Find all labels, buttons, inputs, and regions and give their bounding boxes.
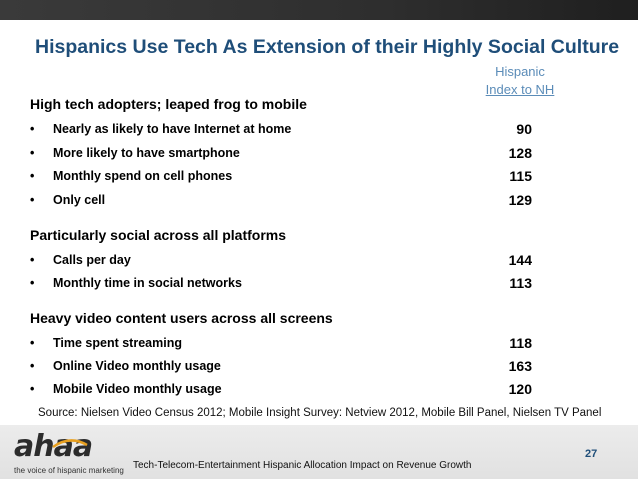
list-item: • Monthly spend on cell phones 115 [30,168,570,189]
bullet: • [30,193,35,207]
item-value: 128 [508,145,532,161]
list-item: • Monthly time in social networks 113 [30,275,570,296]
logo-tagline: the voice of hispanic marketing [14,466,124,475]
page-number: 27 [585,448,598,460]
item-value: 90 [516,121,532,137]
item-value: 120 [508,381,532,397]
list-item: • Calls per day 144 [30,252,570,273]
bullet: • [30,336,35,350]
bullet: • [30,359,35,373]
item-label: Calls per day [53,253,131,267]
item-label: Monthly time in social networks [53,276,242,290]
source-note: Source: Nielsen Video Census 2012; Mobil… [38,407,602,419]
bullet: • [30,146,35,160]
item-label: Monthly spend on cell phones [53,169,233,183]
section-heading: High tech adopters; leaped frog to mobil… [30,96,307,112]
item-label: Mobile Video monthly usage [53,382,222,396]
column-header: Hispanic Index to NH [470,63,570,99]
ahaa-logo: ahaa the voice of hispanic marketing [14,429,124,475]
item-value: 118 [509,335,532,351]
bullet: • [30,253,35,267]
list-item: • More likely to have smartphone 128 [30,145,570,166]
slide-title: Hispanics Use Tech As Extension of their… [35,36,620,58]
item-value: 115 [509,168,532,184]
list-item: • Online Video monthly usage 163 [30,358,570,379]
section-heading: Particularly social across all platforms [30,227,287,243]
item-value: 144 [508,252,532,268]
logo-swoosh-icon [52,439,88,449]
column-header-line1: Hispanic [495,64,545,79]
list-item: • Only cell 129 [30,192,570,213]
bullet: • [30,276,35,290]
item-value: 113 [509,275,532,291]
item-value: 163 [508,358,532,374]
bullet: • [30,122,35,136]
section-heading: Heavy video content users across all scr… [30,310,333,326]
top-bar [0,0,638,20]
footer-bar: ahaa the voice of hispanic marketing Tec… [0,425,638,479]
column-header-line2: Index to NH [485,82,555,97]
list-item: • Nearly as likely to have Internet at h… [30,121,570,142]
list-item: • Time spent streaming 118 [30,335,570,356]
item-label: More likely to have smartphone [53,146,240,160]
list-item: • Mobile Video monthly usage 120 [30,381,570,402]
item-label: Time spent streaming [53,336,182,350]
footer-caption: Tech-Telecom-Entertainment Hispanic Allo… [133,460,472,471]
item-value: 129 [508,192,532,208]
bullet: • [30,382,35,396]
bullet: • [30,169,35,183]
item-label: Only cell [53,193,106,207]
item-label: Nearly as likely to have Internet at hom… [53,122,292,136]
item-label: Online Video monthly usage [53,359,221,373]
